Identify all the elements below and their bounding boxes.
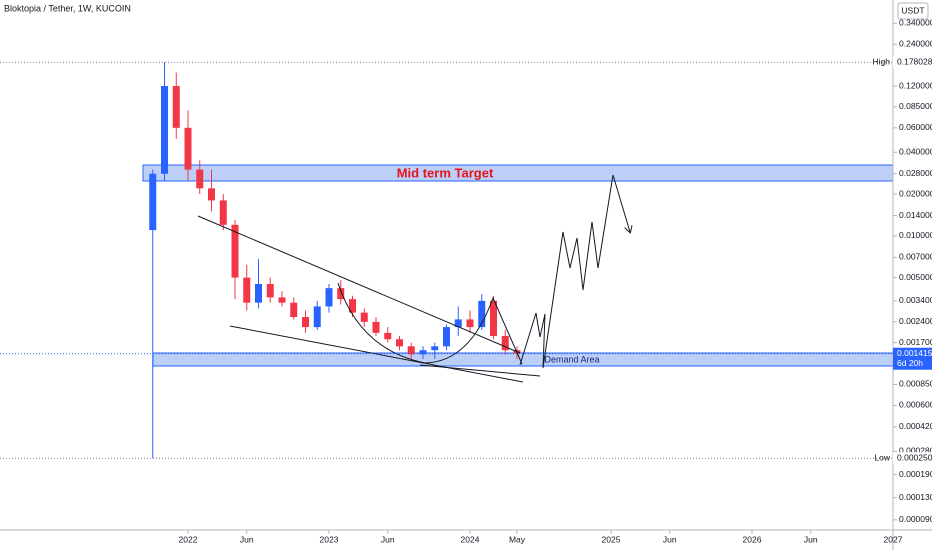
candle-body (490, 300, 497, 336)
annotation: Demand Area (544, 354, 599, 364)
x-tick-label: 2023 (320, 534, 339, 544)
x-tick-label: Jun (804, 534, 818, 544)
last-price: 0.001415 (897, 348, 932, 358)
candle-body (196, 169, 204, 189)
trend-line (197, 215, 521, 354)
y-tick-label: 0.000190 (899, 469, 932, 479)
y-tick-label: 0.007000 (899, 252, 932, 262)
x-tick-label: 2024 (461, 534, 480, 544)
x-tick-label: Jun (663, 534, 677, 544)
price-line-name: High (873, 57, 891, 67)
annotation: Mid term Target (397, 165, 494, 180)
pattern (337, 282, 523, 365)
y-tick-label: 0.005000 (899, 272, 932, 282)
candle-body (360, 312, 368, 322)
y-tick-label: 0.000850 (899, 379, 932, 389)
y-tick-label: 0.000420 (899, 421, 932, 431)
chart-title: Bloktopia / Tether, 1W, KUCOIN (4, 3, 131, 13)
trend-line (229, 325, 524, 383)
candle-body (161, 86, 168, 174)
candle-body (255, 283, 262, 303)
y-tick-label: 0.120000 (899, 80, 932, 90)
candle-body (302, 317, 309, 328)
candle-body (184, 127, 192, 170)
y-tick-label: 0.040000 (899, 147, 932, 157)
x-tick-label: Jun (381, 534, 395, 544)
y-tick-label: 0.000130 (899, 492, 932, 502)
x-tick-label: 2026 (743, 534, 762, 544)
candle-body (384, 332, 392, 340)
y-tick-label: 0.010000 (899, 230, 932, 240)
projection (519, 174, 630, 369)
currency-box (897, 2, 929, 20)
y-tick-label: 0.340000 (899, 17, 932, 27)
price-line-value: 0.000250 (897, 452, 932, 462)
candle-body (454, 319, 462, 328)
time-axis (0, 530, 932, 550)
candle-body (443, 327, 450, 347)
x-tick-label: 2025 (602, 534, 621, 544)
y-tick-label: 0.060000 (899, 122, 932, 132)
candle-body (278, 297, 286, 303)
y-tick-label: 0.002400 (899, 316, 932, 326)
candle-body (313, 306, 321, 328)
y-tick-label: 0.001700 (899, 337, 932, 347)
x-tick-label: 2027 (884, 534, 903, 544)
y-tick-label: 0.000280 (899, 446, 932, 456)
candle-body (478, 300, 486, 328)
candle-body (266, 283, 274, 298)
candle-body (466, 319, 474, 328)
candle-body (349, 299, 356, 313)
y-tick-label: 0.000090 (899, 514, 932, 524)
candle-body (149, 173, 157, 231)
x-tick-label: 2022 (179, 534, 198, 544)
candle-body (372, 321, 380, 333)
currency: USDT (901, 5, 924, 15)
y-tick-label: 0.000600 (899, 400, 932, 410)
price-line-box (893, 56, 932, 69)
target-zone (142, 164, 894, 182)
x-tick-label: May (509, 534, 526, 544)
candle-body (396, 339, 403, 347)
candle-body (208, 188, 215, 201)
y-tick-label: 0.014000 (899, 210, 932, 220)
candle-body (290, 302, 298, 318)
candle-body (219, 200, 227, 225)
price-line-box (893, 452, 932, 465)
y-tick-label: 0.020000 (899, 188, 932, 198)
drawings (197, 174, 630, 383)
candle-body (431, 346, 439, 351)
x-tick-label: Jun (240, 534, 254, 544)
price-line-name: Low (874, 452, 890, 462)
y-tick-label: 0.028000 (899, 168, 932, 178)
price-line-value: 0.178028 (897, 57, 932, 67)
candle-body (231, 224, 239, 278)
y-tick-label: 0.003400 (899, 295, 932, 305)
candle-body (325, 288, 333, 307)
candle-body (407, 346, 415, 355)
trend-line (419, 364, 541, 377)
last-price-box (893, 347, 932, 370)
candle-body (172, 86, 180, 128)
y-tick-label: 0.240000 (899, 38, 932, 48)
candle-body (337, 288, 345, 300)
countdown: 6d 20h (897, 358, 923, 368)
candle-body (501, 335, 509, 351)
candle-body (243, 277, 251, 303)
candle-body (419, 350, 427, 355)
y-tick-label: 0.085000 (899, 101, 932, 111)
